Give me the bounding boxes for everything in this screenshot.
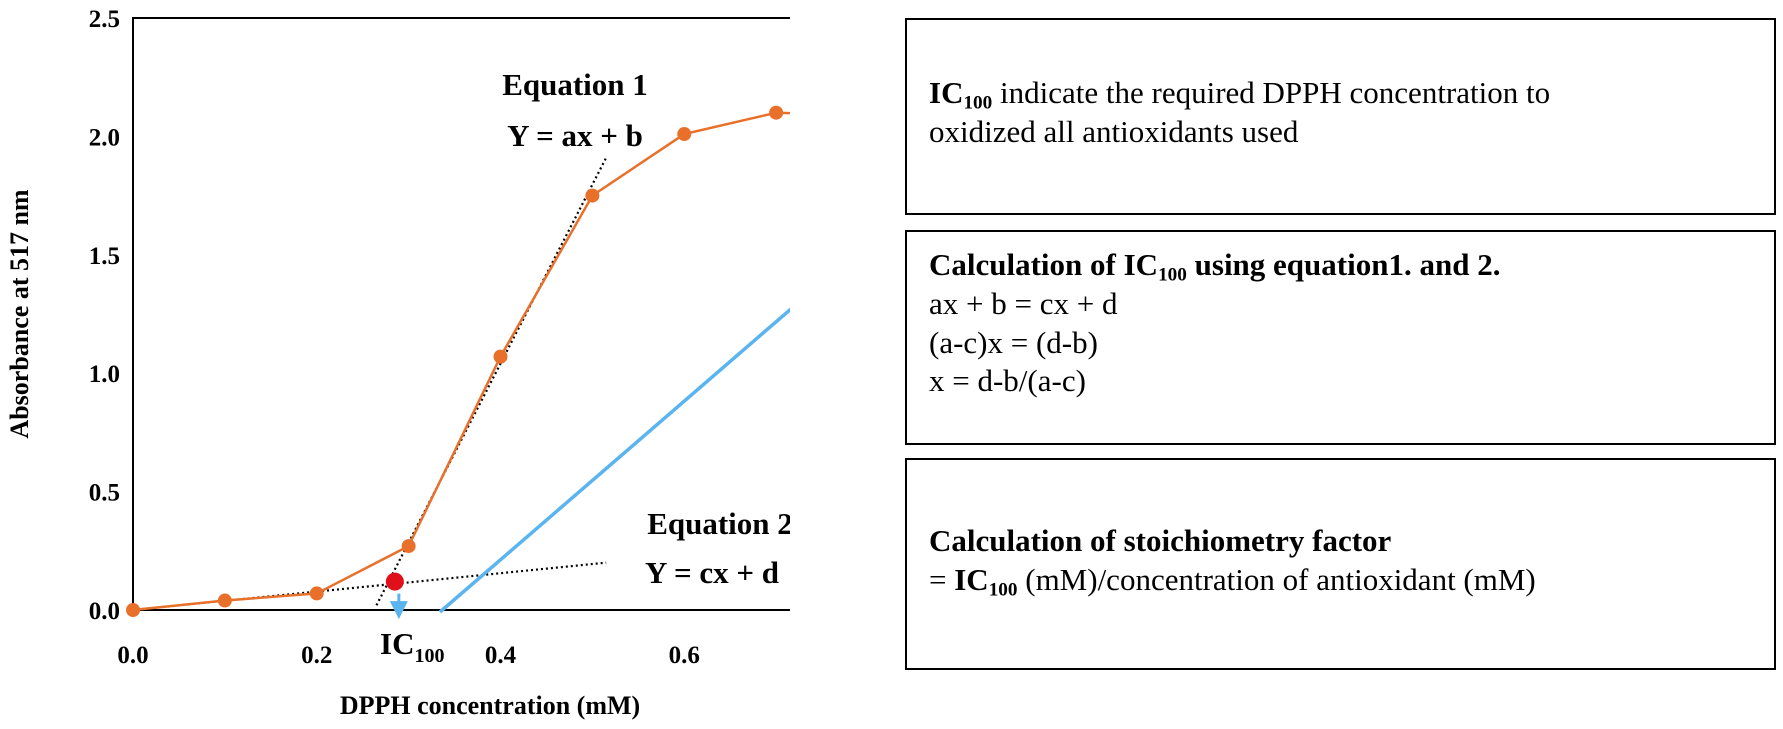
box2-title-pre: Calculation of IC	[929, 247, 1159, 282]
y-tick-label-1: 0.5	[89, 480, 120, 507]
eq2-title: Equation 2	[647, 506, 790, 541]
data-point-4	[493, 349, 508, 364]
box1-line1: IC100 indicate the required DPPH concent…	[929, 74, 1754, 113]
box3-eq: =	[929, 561, 955, 597]
connector-arrow	[438, 307, 790, 614]
data-point-0	[126, 603, 140, 617]
y-axis-label: Absorbance at 517 nm	[5, 189, 34, 439]
box1-sub: 100	[963, 92, 993, 114]
ic100-sub: 100	[414, 645, 444, 667]
y-tick-label-2: 1.0	[89, 361, 120, 388]
x-tick-label-3: 0.6	[669, 642, 700, 669]
info-box-stoichiometry: Calculation of stoichiometry factor = IC…	[905, 458, 1776, 670]
box3-sub: 100	[988, 579, 1018, 601]
box2-title-post: using equation1. and 2.	[1186, 247, 1501, 282]
y-tick-label-3: 1.5	[89, 243, 120, 270]
box1-text1: indicate the required DPPH concentration…	[992, 75, 1551, 110]
data-point-6	[677, 127, 692, 142]
x-tick-label-0: 0.0	[117, 642, 148, 669]
box1-line2: oxidized all antioxidants used	[929, 113, 1299, 149]
x-tick-label-2: 0.4	[485, 642, 517, 669]
box2-sub: 100	[1158, 264, 1187, 286]
data-point-2	[309, 586, 324, 601]
data-point-5	[585, 188, 600, 203]
box3-ic: IC	[954, 561, 989, 597]
x-tick-label-1: 0.2	[301, 642, 332, 669]
y-tick-label-5: 2.5	[89, 6, 120, 33]
eq1-title: Equation 1	[502, 67, 648, 102]
chart: 0.00.51.01.52.02.5 0.00.20.40.60.8 Absor…	[5, 6, 790, 720]
y-tick-label-0: 0.0	[89, 598, 120, 625]
plot-frame	[132, 17, 790, 611]
box2-line2: (a-c)x = (d-b)	[929, 324, 1098, 360]
box3-rest: (mM)/concentration of antioxidant (mM)	[1017, 561, 1536, 597]
box2-line1: ax + b = cx + d	[929, 285, 1118, 321]
box3-line: = IC100 (mM)/concentration of antioxidan…	[929, 561, 1754, 600]
y-tick-label-4: 2.0	[89, 124, 120, 151]
x-axis-label: DPPH concentration (mM)	[340, 691, 640, 720]
box1-ic: IC	[929, 75, 964, 110]
eq1-formula: Y = ax + b	[507, 118, 643, 153]
box2-line3: x = d-b/(a-c)	[929, 363, 1086, 399]
data-point-3	[401, 539, 416, 554]
box2-title: Calculation of IC100 using equation1. an…	[929, 246, 1754, 285]
intersection-point	[385, 572, 404, 591]
info-box-ic100-definition: IC100 indicate the required DPPH concent…	[905, 18, 1776, 215]
eq2-formula: Y = cx + d	[645, 555, 779, 590]
ic100-main: IC	[380, 626, 414, 661]
box3-title: Calculation of stoichiometry factor	[929, 523, 1392, 558]
data-point-7	[769, 105, 784, 120]
trendline-1	[375, 157, 608, 606]
data-point-1	[217, 593, 232, 608]
info-box-ic100-calculation: Calculation of IC100 using equation1. an…	[905, 230, 1776, 445]
trendline-2	[132, 561, 607, 612]
ic100-label: IC100	[380, 626, 444, 667]
